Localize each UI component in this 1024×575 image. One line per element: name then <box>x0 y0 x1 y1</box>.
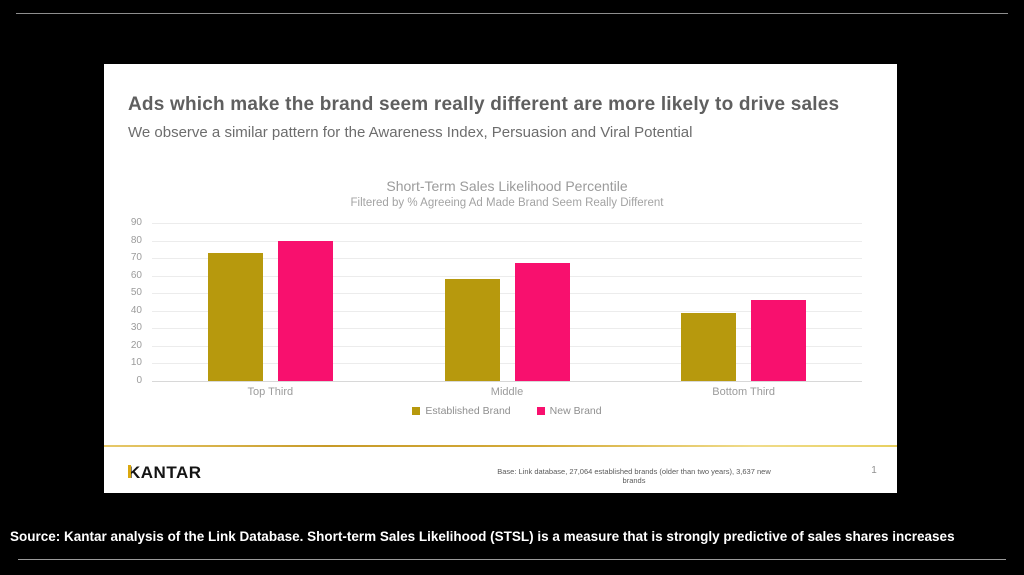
chart-title: Short-Term Sales Likelihood Percentile <box>386 178 628 194</box>
slide-subtitle: We observe a similar pattern for the Awa… <box>128 124 693 141</box>
bar-group-0 <box>152 223 389 381</box>
kantar-logo: KANTAR <box>128 463 202 483</box>
bar-new-brand-1 <box>514 263 570 381</box>
y-tick-label-40: 40 <box>130 304 142 316</box>
gridline-90 <box>152 223 862 224</box>
x-axis-categories: Top Third Middle Bottom Third <box>152 386 862 398</box>
y-tick-label-30: 30 <box>130 322 142 334</box>
y-tick-label-70: 70 <box>130 252 142 264</box>
base-note: Base: Link database, 27,064 established … <box>497 467 771 485</box>
y-tick-label-90: 90 <box>130 217 142 228</box>
bar-new-brand-0 <box>277 240 333 381</box>
category-label-1: Middle <box>490 386 524 398</box>
y-tick-label-80: 80 <box>130 234 142 246</box>
legend-item-established-brand: Established Brand <box>412 405 511 417</box>
bar-new-brand-2 <box>751 300 807 381</box>
bar-group-1 <box>389 223 626 381</box>
kantar-logo-text: KANTAR <box>128 463 202 482</box>
category-label-2: Bottom Third <box>712 386 776 398</box>
source-caption: Source: Kantar analysis of the Link Data… <box>10 529 955 544</box>
gridline-70 <box>152 258 862 260</box>
y-tick-label-60: 60 <box>130 269 142 281</box>
gridline-50 <box>152 293 862 295</box>
gridline-30 <box>152 328 862 330</box>
bar-established-brand-0 <box>207 252 263 381</box>
bottom-divider-line <box>18 559 1006 560</box>
slide-title: Ads which make the brand seem really dif… <box>128 94 840 115</box>
kantar-logo-accent-bar <box>128 465 131 478</box>
chart-legend: Established Brand New Brand <box>152 405 862 417</box>
y-tick-label-0: 0 <box>136 375 142 386</box>
gridline-0 <box>152 381 862 382</box>
bar-groups <box>152 223 862 381</box>
y-tick-label-50: 50 <box>130 287 142 299</box>
bar-group-2 <box>625 223 862 381</box>
plot-area <box>152 223 862 382</box>
y-tick-label-10: 10 <box>130 357 142 369</box>
top-divider-line <box>16 13 1008 14</box>
legend-swatch-icon <box>536 407 545 415</box>
chart-subtitle: Filtered by % Agreeing Ad Made Brand See… <box>350 197 664 209</box>
gridline-80 <box>152 240 862 242</box>
category-label-0: Top Third <box>247 386 294 398</box>
y-axis: 0 10 20 30 40 50 60 70 80 90 <box>104 217 146 386</box>
y-tick-label-20: 20 <box>130 339 142 351</box>
legend-label: Established Brand <box>425 405 511 417</box>
legend-label: New Brand <box>549 405 602 417</box>
legend-item-new-brand: New Brand <box>536 405 602 417</box>
gridline-10 <box>152 363 862 365</box>
gridline-40 <box>152 310 862 312</box>
footer-accent-line <box>104 445 897 447</box>
bar-established-brand-1 <box>444 279 500 381</box>
bar-established-brand-2 <box>681 312 737 381</box>
presentation-slide: Ads which make the brand seem really dif… <box>104 64 897 493</box>
page-number: 1 <box>871 465 877 476</box>
legend-swatch-icon <box>412 407 421 415</box>
gridline-60 <box>152 275 862 277</box>
gridline-20 <box>152 345 862 347</box>
